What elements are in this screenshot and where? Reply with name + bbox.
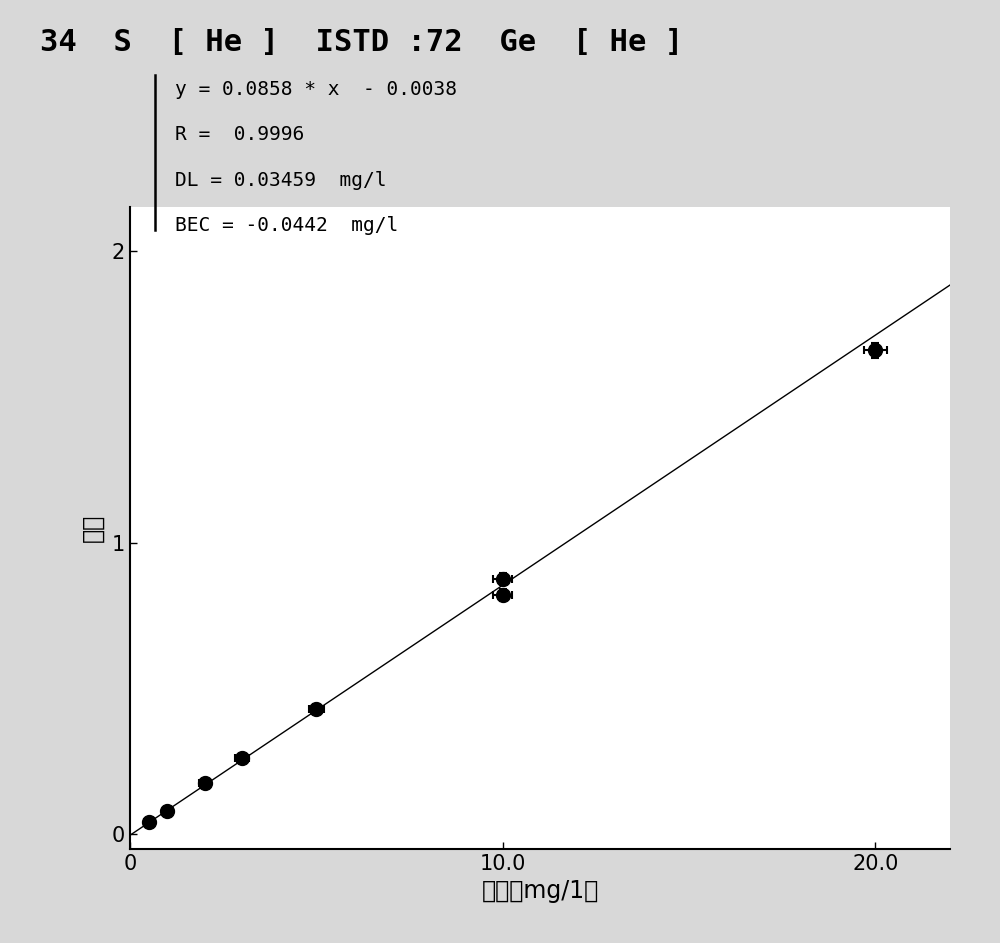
Text: BEC = -0.0442  mg/l: BEC = -0.0442 mg/l — [175, 216, 398, 235]
Text: DL = 0.03459  mg/l: DL = 0.03459 mg/l — [175, 171, 386, 190]
Y-axis label: 比率: 比率 — [81, 514, 105, 542]
Text: y = 0.0858 * x  - 0.0038: y = 0.0858 * x - 0.0038 — [175, 80, 457, 99]
X-axis label: 浓度（mg/1）: 浓度（mg/1） — [481, 879, 599, 903]
Text: R =  0.9996: R = 0.9996 — [175, 125, 304, 144]
Text: 34  S  [ He ]  ISTD :72  Ge  [ He ]: 34 S [ He ] ISTD :72 Ge [ He ] — [40, 28, 683, 58]
